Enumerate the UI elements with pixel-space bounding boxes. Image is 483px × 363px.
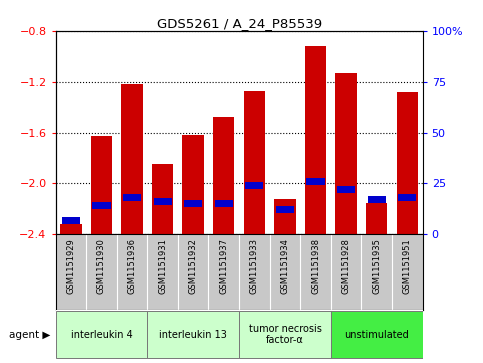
Text: GSM1151935: GSM1151935 bbox=[372, 238, 381, 294]
Text: GSM1151930: GSM1151930 bbox=[97, 238, 106, 294]
Text: GSM1151937: GSM1151937 bbox=[219, 238, 228, 294]
Bar bbox=[183, 135, 204, 234]
Bar bbox=[276, 207, 294, 213]
Text: interleukin 4: interleukin 4 bbox=[71, 330, 132, 340]
Bar bbox=[152, 164, 173, 234]
Text: GSM1151932: GSM1151932 bbox=[189, 238, 198, 294]
Bar bbox=[245, 182, 264, 189]
Bar bbox=[213, 117, 235, 234]
Text: interleukin 13: interleukin 13 bbox=[159, 330, 227, 340]
Bar bbox=[368, 196, 386, 203]
Bar bbox=[366, 203, 387, 234]
Bar bbox=[214, 200, 233, 207]
Bar bbox=[147, 311, 239, 358]
Text: GSM1151951: GSM1151951 bbox=[403, 238, 412, 294]
Bar bbox=[184, 200, 202, 207]
Bar bbox=[398, 194, 416, 201]
Bar bbox=[121, 84, 143, 234]
Title: GDS5261 / A_24_P85539: GDS5261 / A_24_P85539 bbox=[156, 17, 322, 30]
Bar bbox=[274, 199, 296, 234]
Text: GSM1151934: GSM1151934 bbox=[281, 238, 289, 294]
Bar bbox=[92, 202, 111, 209]
Bar bbox=[331, 311, 423, 358]
Bar bbox=[337, 186, 355, 193]
Text: unstimulated: unstimulated bbox=[344, 330, 409, 340]
Text: agent ▶: agent ▶ bbox=[9, 330, 51, 340]
Text: GSM1151928: GSM1151928 bbox=[341, 238, 351, 294]
Text: GSM1151929: GSM1151929 bbox=[66, 238, 75, 294]
Text: GSM1151931: GSM1151931 bbox=[158, 238, 167, 294]
Bar bbox=[244, 91, 265, 234]
Bar bbox=[239, 311, 331, 358]
Bar bbox=[305, 46, 327, 234]
Bar bbox=[56, 311, 147, 358]
Text: GSM1151938: GSM1151938 bbox=[311, 238, 320, 294]
Bar bbox=[306, 178, 325, 185]
Bar bbox=[60, 224, 82, 234]
Bar bbox=[123, 194, 141, 201]
Bar bbox=[91, 136, 112, 234]
Text: GSM1151936: GSM1151936 bbox=[128, 238, 137, 294]
Text: GSM1151933: GSM1151933 bbox=[250, 238, 259, 294]
Bar bbox=[335, 73, 357, 234]
Bar bbox=[62, 217, 80, 224]
Bar bbox=[397, 92, 418, 234]
Bar bbox=[154, 198, 172, 205]
Text: tumor necrosis
factor-α: tumor necrosis factor-α bbox=[249, 324, 321, 346]
